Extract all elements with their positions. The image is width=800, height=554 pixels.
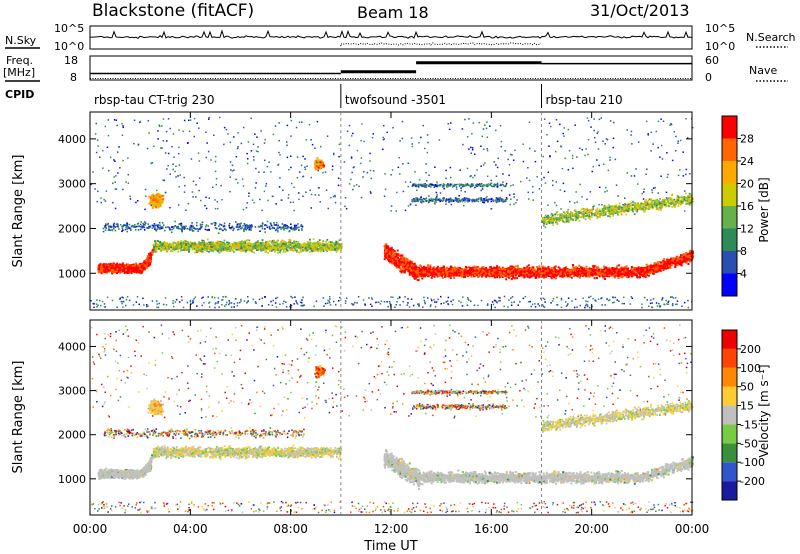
noise-panel: 10^5 10^0 10^5 10^0 [54,22,735,53]
power-cbar-ticklabel-0: 4 [740,268,747,281]
nsky-line [89,29,693,40]
date-title: 31/Oct/2013 [590,1,690,20]
velocity-colorbar-cell-3 [722,424,737,444]
velocity-colorbar-cell-7 [722,348,737,368]
noise-right-tick-low: 10^0 [705,40,735,53]
nsearch-label: N.Search [746,31,796,44]
x-ticklabel-2: 08:00 [273,522,308,536]
velocity-cbar-ticklabel-2: 50 [740,381,754,394]
power-colorbar-label: Power [dB] [757,177,771,242]
nsearch-line [340,42,542,46]
power-colorbar-cell-6 [722,138,737,161]
velocity-y-ticklabel-3: 4000 [58,340,86,353]
station-title: Blackstone (fitACF) [92,1,254,21]
cpid-segment-0: rbsp-tau CT-trig 230 [94,93,214,107]
velocity-colorbar-frame [721,329,738,501]
power-scatter [90,116,694,309]
x-ticklabel-0: 00:00 [73,522,108,536]
freq-left-tick-high: 18 [64,54,78,67]
nsky-label: N.Sky [5,34,37,47]
power-colorbar-cell-5 [722,161,737,184]
cpid-segment-2: rbsp-tau 210 [546,93,623,107]
noise-left-tick-low: 10^0 [54,40,84,53]
power-cbar-ticklabel-1: 8 [740,245,747,258]
x-axis-label: Time UT [363,539,417,554]
power-cbar-ticklabel-6: 28 [740,133,754,146]
velocity-y-ticklabel-1: 2000 [58,429,86,442]
power-y-axis: 1000 2000 3000 4000 [58,133,692,280]
power-panel: 1000 2000 3000 4000 Slant Range [km] [11,111,694,311]
freq-right-tick-high: 60 [705,54,719,67]
velocity-colorbar-cell-2 [722,443,737,463]
x-ticklabel-4: 16:00 [474,522,509,536]
time-markers [340,112,542,515]
velocity-colorbar-label: Velocity [m s⁻¹] [757,364,771,457]
x-ticklabel-5: 20:00 [574,522,609,536]
velocity-colorbar-cell-5 [722,386,737,406]
velocity-colorbar-cell-4 [722,405,737,425]
velocity-colorbar-cell-6 [722,367,737,387]
beam-title: Beam 18 [357,3,429,22]
power-y-ticklabel-2: 3000 [58,178,86,191]
velocity-colorbar-cell-0 [722,481,737,500]
velocity-y-axis: 1000 2000 3000 4000 [58,340,692,486]
velocity-colorbar-cell-1 [722,462,737,482]
power-colorbar-cell-4 [722,183,737,206]
power-cbar-ticklabel-5: 24 [740,155,754,168]
nave-label: Nave [749,64,777,77]
power-cbar-ticklabel-4: 20 [740,178,754,191]
freq-left-tick-low: 8 [70,71,77,84]
x-ticklabel-1: 04:00 [173,522,208,536]
velocity-cbar-ticklabel-7: -200 [740,475,765,488]
cpid-label: CPID [5,88,34,101]
freq-panel: 18 8 60 0 [64,54,719,84]
x-ticklabel-3: 12:00 [374,522,409,536]
power-y-ticklabel-1: 2000 [58,222,86,235]
noise-left-tick-high: 10^5 [54,22,84,35]
power-colorbar-cell-2 [722,228,737,251]
power-colorbar-cell-1 [722,251,737,274]
velocity-cbar-ticklabel-3: 15 [740,400,754,413]
velocity-cbar-ticklabel-1: 100 [740,362,761,375]
velocity-y-ticklabel-0: 1000 [58,473,86,486]
power-colorbar-cell-0 [722,273,737,296]
power-cbar-ticklabel-2: 12 [740,223,754,236]
power-cbar-ticklabel-3: 16 [740,200,754,213]
velocity-colorbar: 200 100 50 15 -15 -50 -100 -200 [721,329,765,501]
velocity-panel: 1000 2000 3000 4000 Slant Range [km] [11,319,694,516]
velocity-scatter [90,324,694,514]
power-colorbar-cell-7 [722,116,737,139]
power-y-ticklabel-3: 4000 [58,133,86,146]
freq-unit-label: [MHz] [3,66,35,79]
velocity-colorbar-cell-8 [722,330,737,349]
cpid-segment-1: twofsound -3501 [345,93,446,107]
x-axis: 00:00 04:00 08:00 12:00 16:00 20:00 00:00 [73,112,710,536]
power-colorbar: 4 8 12 16 20 24 28 [721,115,754,297]
power-y-ticklabel-0: 1000 [58,267,86,280]
freq-series [90,61,692,79]
velocity-y-ticklabel-2: 3000 [58,385,86,398]
velocity-ylabel: Slant Range [km] [11,361,26,474]
velocity-cbar-ticklabel-0: 200 [740,343,761,356]
velocity-cbar-ticklabel-6: -100 [740,456,765,469]
freq-panel-frame [89,55,693,81]
noise-right-tick-high: 10^5 [705,22,735,35]
freq-label: Freq. [6,54,33,67]
freq-right-tick-low: 0 [705,71,712,84]
cpid-row: rbsp-tau CT-trig 230 twofsound -3501 rbsp-… [94,84,623,108]
noise-series [89,29,693,46]
power-ylabel: Slant Range [km] [11,155,26,268]
velocity-cbar-ticklabel-4: -15 [740,418,758,431]
power-colorbar-cell-3 [722,206,737,229]
x-ticklabel-6: 00:00 [675,522,710,536]
velocity-cbar-ticklabel-5: -50 [740,437,758,450]
